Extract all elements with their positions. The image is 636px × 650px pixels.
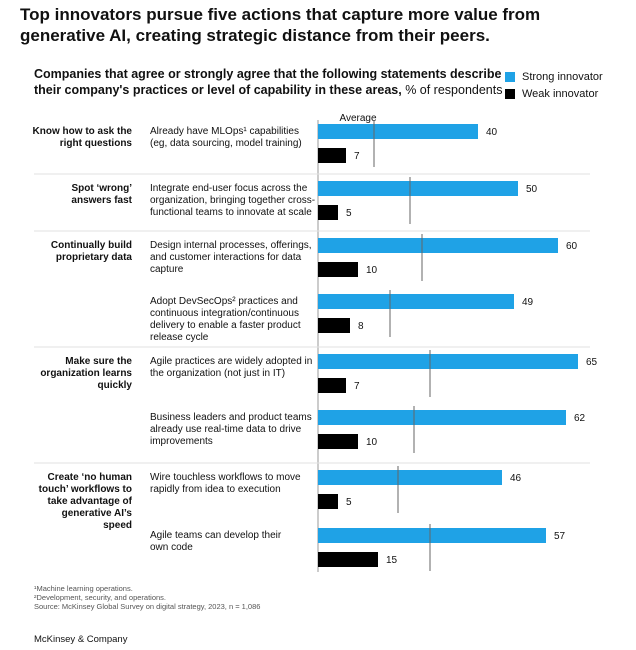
group-label-3-line-2: quickly xyxy=(98,380,133,391)
legend-label-weak: Weak innovator xyxy=(522,87,599,100)
value-weak-6: 5 xyxy=(346,497,352,508)
row-label-5-line-2: improvements xyxy=(150,436,213,447)
value-strong-4: 65 xyxy=(586,357,598,368)
group-label-4-line-1: touch’ workflows to xyxy=(39,484,132,495)
chart-subtitle: Companies that agree or strongly agree t… xyxy=(34,66,504,98)
value-weak-0: 7 xyxy=(354,151,360,162)
value-strong-6: 46 xyxy=(510,473,522,484)
row-label-3-line-2: delivery to enable a faster product xyxy=(150,320,301,331)
value-strong-5: 62 xyxy=(574,413,586,424)
value-weak-1: 5 xyxy=(346,208,352,219)
row-label-6-line-1: rapidly from idea to execution xyxy=(150,484,281,495)
legend: Strong innovator Weak innovator xyxy=(505,68,603,102)
row-label-2-line-0: Design internal processes, offerings, xyxy=(150,240,312,251)
group-label-2-line-0: Continually build xyxy=(51,240,132,251)
footnote-mlops: ¹Machine learning operations. xyxy=(34,584,133,593)
bar-strong-7 xyxy=(318,528,546,543)
value-weak-4: 7 xyxy=(354,381,360,392)
footnote-source: Source: McKinsey Global Survey on digita… xyxy=(34,602,261,611)
chart-title: Top innovators pursue five actions that … xyxy=(20,5,541,45)
row-label-6-line-0: Wire touchless workflows to move xyxy=(150,472,301,483)
bar-weak-7 xyxy=(318,552,378,567)
subtitle-unit: % of respondents xyxy=(401,83,503,97)
footnote-devsecops: ²Development, security, and operations. xyxy=(34,593,167,602)
value-weak-2: 10 xyxy=(366,265,378,276)
bar-strong-2 xyxy=(318,238,558,253)
row-label-0-line-0: Already have MLOps¹ capabilities xyxy=(150,126,299,137)
group-label-1-line-0: Spot ‘wrong’ xyxy=(71,183,132,194)
group-label-3-line-0: Make sure the xyxy=(65,356,132,367)
value-weak-7: 15 xyxy=(386,555,398,566)
bar-strong-6 xyxy=(318,470,502,485)
row-label-3-line-3: release cycle xyxy=(150,332,209,343)
row-label-2-line-1: and customer interactions for data xyxy=(150,252,302,263)
bar-strong-3 xyxy=(318,294,514,309)
bar-weak-0 xyxy=(318,148,346,163)
row-label-4-line-0: Agile practices are widely adopted in xyxy=(150,356,312,367)
average-header: Average xyxy=(339,113,377,124)
brand-label: McKinsey & Company xyxy=(34,634,128,645)
row-label-1-line-2: functional teams to innovate at scale xyxy=(150,207,312,218)
row-label-5-line-0: Business leaders and product teams xyxy=(150,412,312,423)
footnotes: ¹Machine learning operations. ²Developme… xyxy=(34,584,260,611)
bar-strong-5 xyxy=(318,410,566,425)
row-label-3-line-1: continuous integration/continuous xyxy=(150,308,299,319)
legend-item-weak: Weak innovator xyxy=(505,85,603,102)
subtitle-bold: Companies that agree or strongly agree t… xyxy=(34,67,502,97)
group-label-0-line-1: right questions xyxy=(60,138,133,149)
value-weak-5: 10 xyxy=(366,437,378,448)
group-label-1-line-1: answers fast xyxy=(71,195,132,206)
bar-weak-2 xyxy=(318,262,358,277)
group-label-0-line-0: Know how to ask the xyxy=(33,126,133,137)
group-label-4-line-2: take advantage of xyxy=(48,496,133,507)
value-strong-1: 50 xyxy=(526,184,538,195)
row-label-2-line-2: capture xyxy=(150,264,184,275)
row-label-1-line-0: Integrate end-user focus across the xyxy=(150,183,308,194)
row-label-1-line-1: organization, bringing together cross- xyxy=(150,195,315,206)
group-label-2-line-1: proprietary data xyxy=(56,252,133,263)
value-strong-2: 60 xyxy=(566,241,578,252)
bar-strong-4 xyxy=(318,354,578,369)
value-weak-3: 8 xyxy=(358,321,364,332)
legend-item-strong: Strong innovator xyxy=(505,68,603,85)
bar-weak-4 xyxy=(318,378,346,393)
value-strong-3: 49 xyxy=(522,297,534,308)
bar-weak-5 xyxy=(318,434,358,449)
group-label-4-line-0: Create ‘no human xyxy=(48,472,132,483)
group-label-3-line-1: organization learns xyxy=(40,368,132,379)
bar-strong-1 xyxy=(318,181,518,196)
legend-swatch-strong xyxy=(505,71,515,82)
legend-label-strong: Strong innovator xyxy=(522,70,603,83)
row-label-7-line-1: own code xyxy=(150,542,193,553)
bar-weak-6 xyxy=(318,494,338,509)
bar-strong-0 xyxy=(318,124,478,139)
row-label-3-line-0: Adopt DevSecOps² practices and xyxy=(150,296,298,307)
group-label-4-line-4: speed xyxy=(103,520,132,531)
group-label-4-line-3: generative AI’s xyxy=(62,508,133,519)
row-label-4-line-1: the organization (not just in IT) xyxy=(150,368,285,379)
value-strong-0: 40 xyxy=(486,127,498,138)
bar-weak-1 xyxy=(318,205,338,220)
legend-swatch-weak xyxy=(505,88,515,99)
row-label-7-line-0: Agile teams can develop their xyxy=(150,530,282,541)
row-label-5-line-1: already use real-time data to drive xyxy=(150,424,302,435)
bar-weak-3 xyxy=(318,318,350,333)
value-strong-7: 57 xyxy=(554,531,566,542)
row-label-0-line-1: (eg, data sourcing, model training) xyxy=(150,138,302,149)
